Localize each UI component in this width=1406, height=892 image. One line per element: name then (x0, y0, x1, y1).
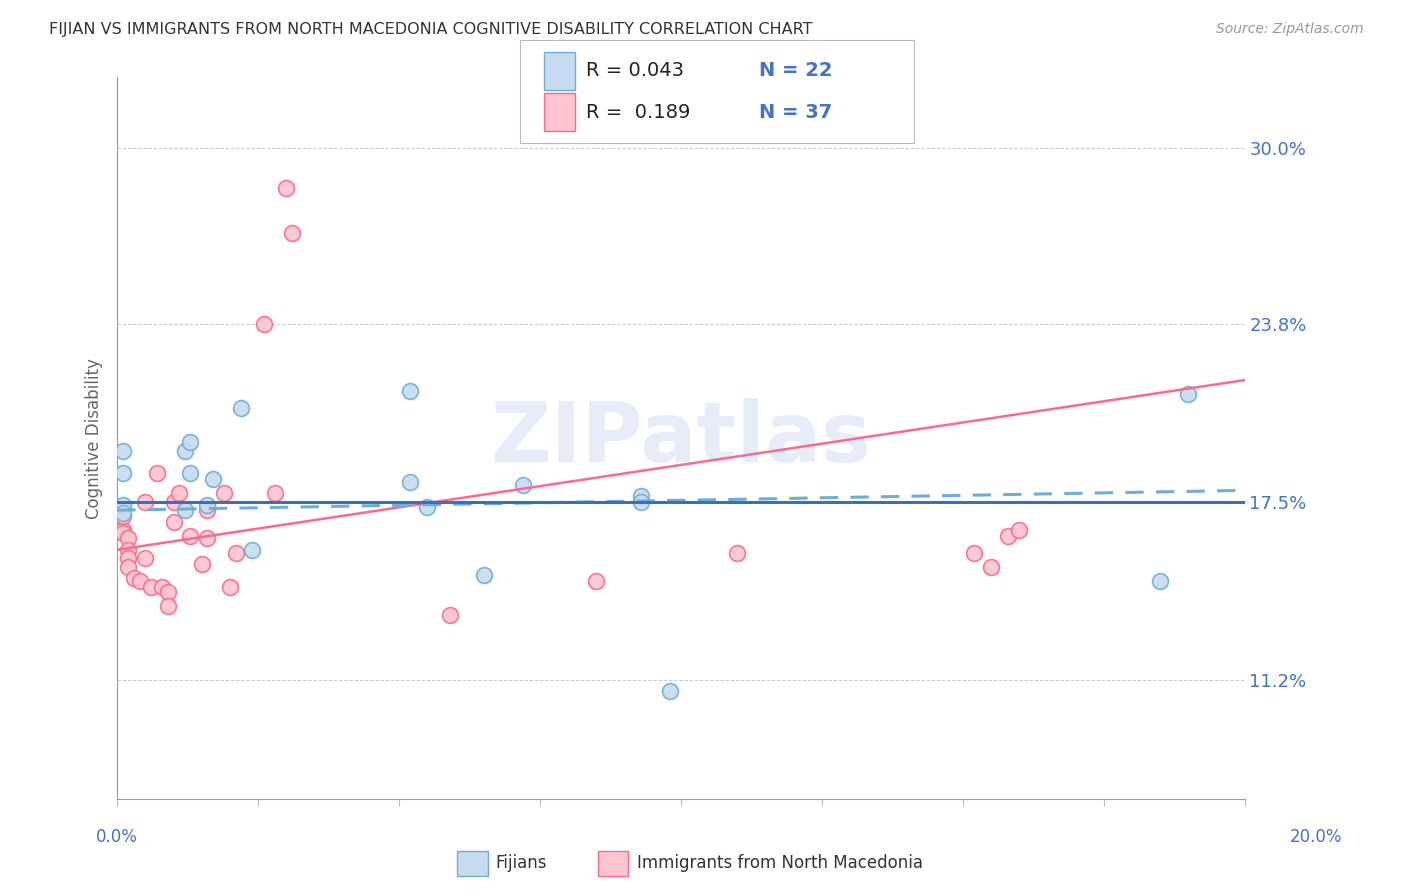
Point (276, 180, 298, 194)
Point (139, 580, 162, 594)
Point (150, 580, 173, 594)
Text: 0.0%: 0.0% (96, 828, 138, 846)
Point (111, 443, 134, 458)
Point (128, 574, 150, 588)
Point (134, 551, 156, 566)
Point (1008, 523, 1031, 537)
Text: ZIPatlas: ZIPatlas (491, 398, 872, 479)
Text: N = 22: N = 22 (759, 62, 832, 80)
Point (111, 523, 134, 537)
Point (190, 557, 212, 571)
Point (231, 401, 253, 416)
Point (179, 467, 201, 481)
Point (111, 506, 134, 520)
Text: Immigrants from North Macedonia: Immigrants from North Macedonia (637, 855, 922, 872)
Text: R =  0.189: R = 0.189 (586, 103, 690, 121)
Point (399, 384, 422, 399)
Point (117, 532, 139, 546)
Point (225, 546, 247, 560)
Point (963, 546, 986, 560)
Point (253, 317, 276, 331)
Point (117, 559, 139, 574)
Point (630, 489, 652, 503)
Point (167, 486, 190, 500)
Point (658, 684, 681, 698)
Text: N = 37: N = 37 (759, 103, 832, 121)
Point (111, 498, 134, 512)
Point (214, 486, 236, 500)
Point (242, 542, 264, 557)
Point (416, 500, 439, 515)
Point (162, 494, 184, 508)
Point (202, 472, 225, 486)
Point (179, 435, 201, 450)
Point (162, 515, 184, 529)
Point (1149, 574, 1171, 588)
Point (1177, 387, 1199, 401)
Point (173, 443, 195, 458)
Point (122, 571, 145, 585)
Point (264, 486, 287, 500)
Y-axis label: Cognitive Disability: Cognitive Disability (86, 358, 103, 518)
Point (725, 546, 748, 560)
Text: 20.0%: 20.0% (1291, 828, 1343, 846)
Point (111, 467, 134, 481)
Point (399, 475, 422, 489)
Point (980, 559, 1002, 574)
Point (997, 529, 1019, 543)
Point (111, 508, 134, 523)
Point (195, 498, 218, 512)
Point (219, 580, 242, 594)
Point (145, 467, 167, 481)
Point (195, 503, 218, 517)
Point (156, 599, 179, 614)
Point (585, 574, 607, 588)
Point (439, 607, 461, 622)
Point (117, 542, 139, 557)
Point (134, 494, 156, 508)
Text: FIJIAN VS IMMIGRANTS FROM NORTH MACEDONIA COGNITIVE DISABILITY CORRELATION CHART: FIJIAN VS IMMIGRANTS FROM NORTH MACEDONI… (49, 22, 813, 37)
Point (173, 503, 195, 517)
Point (472, 568, 495, 582)
Point (512, 477, 534, 491)
Point (111, 525, 134, 540)
Text: Source: ZipAtlas.com: Source: ZipAtlas.com (1216, 22, 1364, 37)
Point (156, 585, 179, 599)
Point (195, 532, 218, 546)
Point (630, 494, 652, 508)
Point (117, 551, 139, 566)
Text: Fijians: Fijians (495, 855, 547, 872)
Point (179, 529, 201, 543)
Text: R = 0.043: R = 0.043 (586, 62, 685, 80)
Point (281, 226, 304, 240)
